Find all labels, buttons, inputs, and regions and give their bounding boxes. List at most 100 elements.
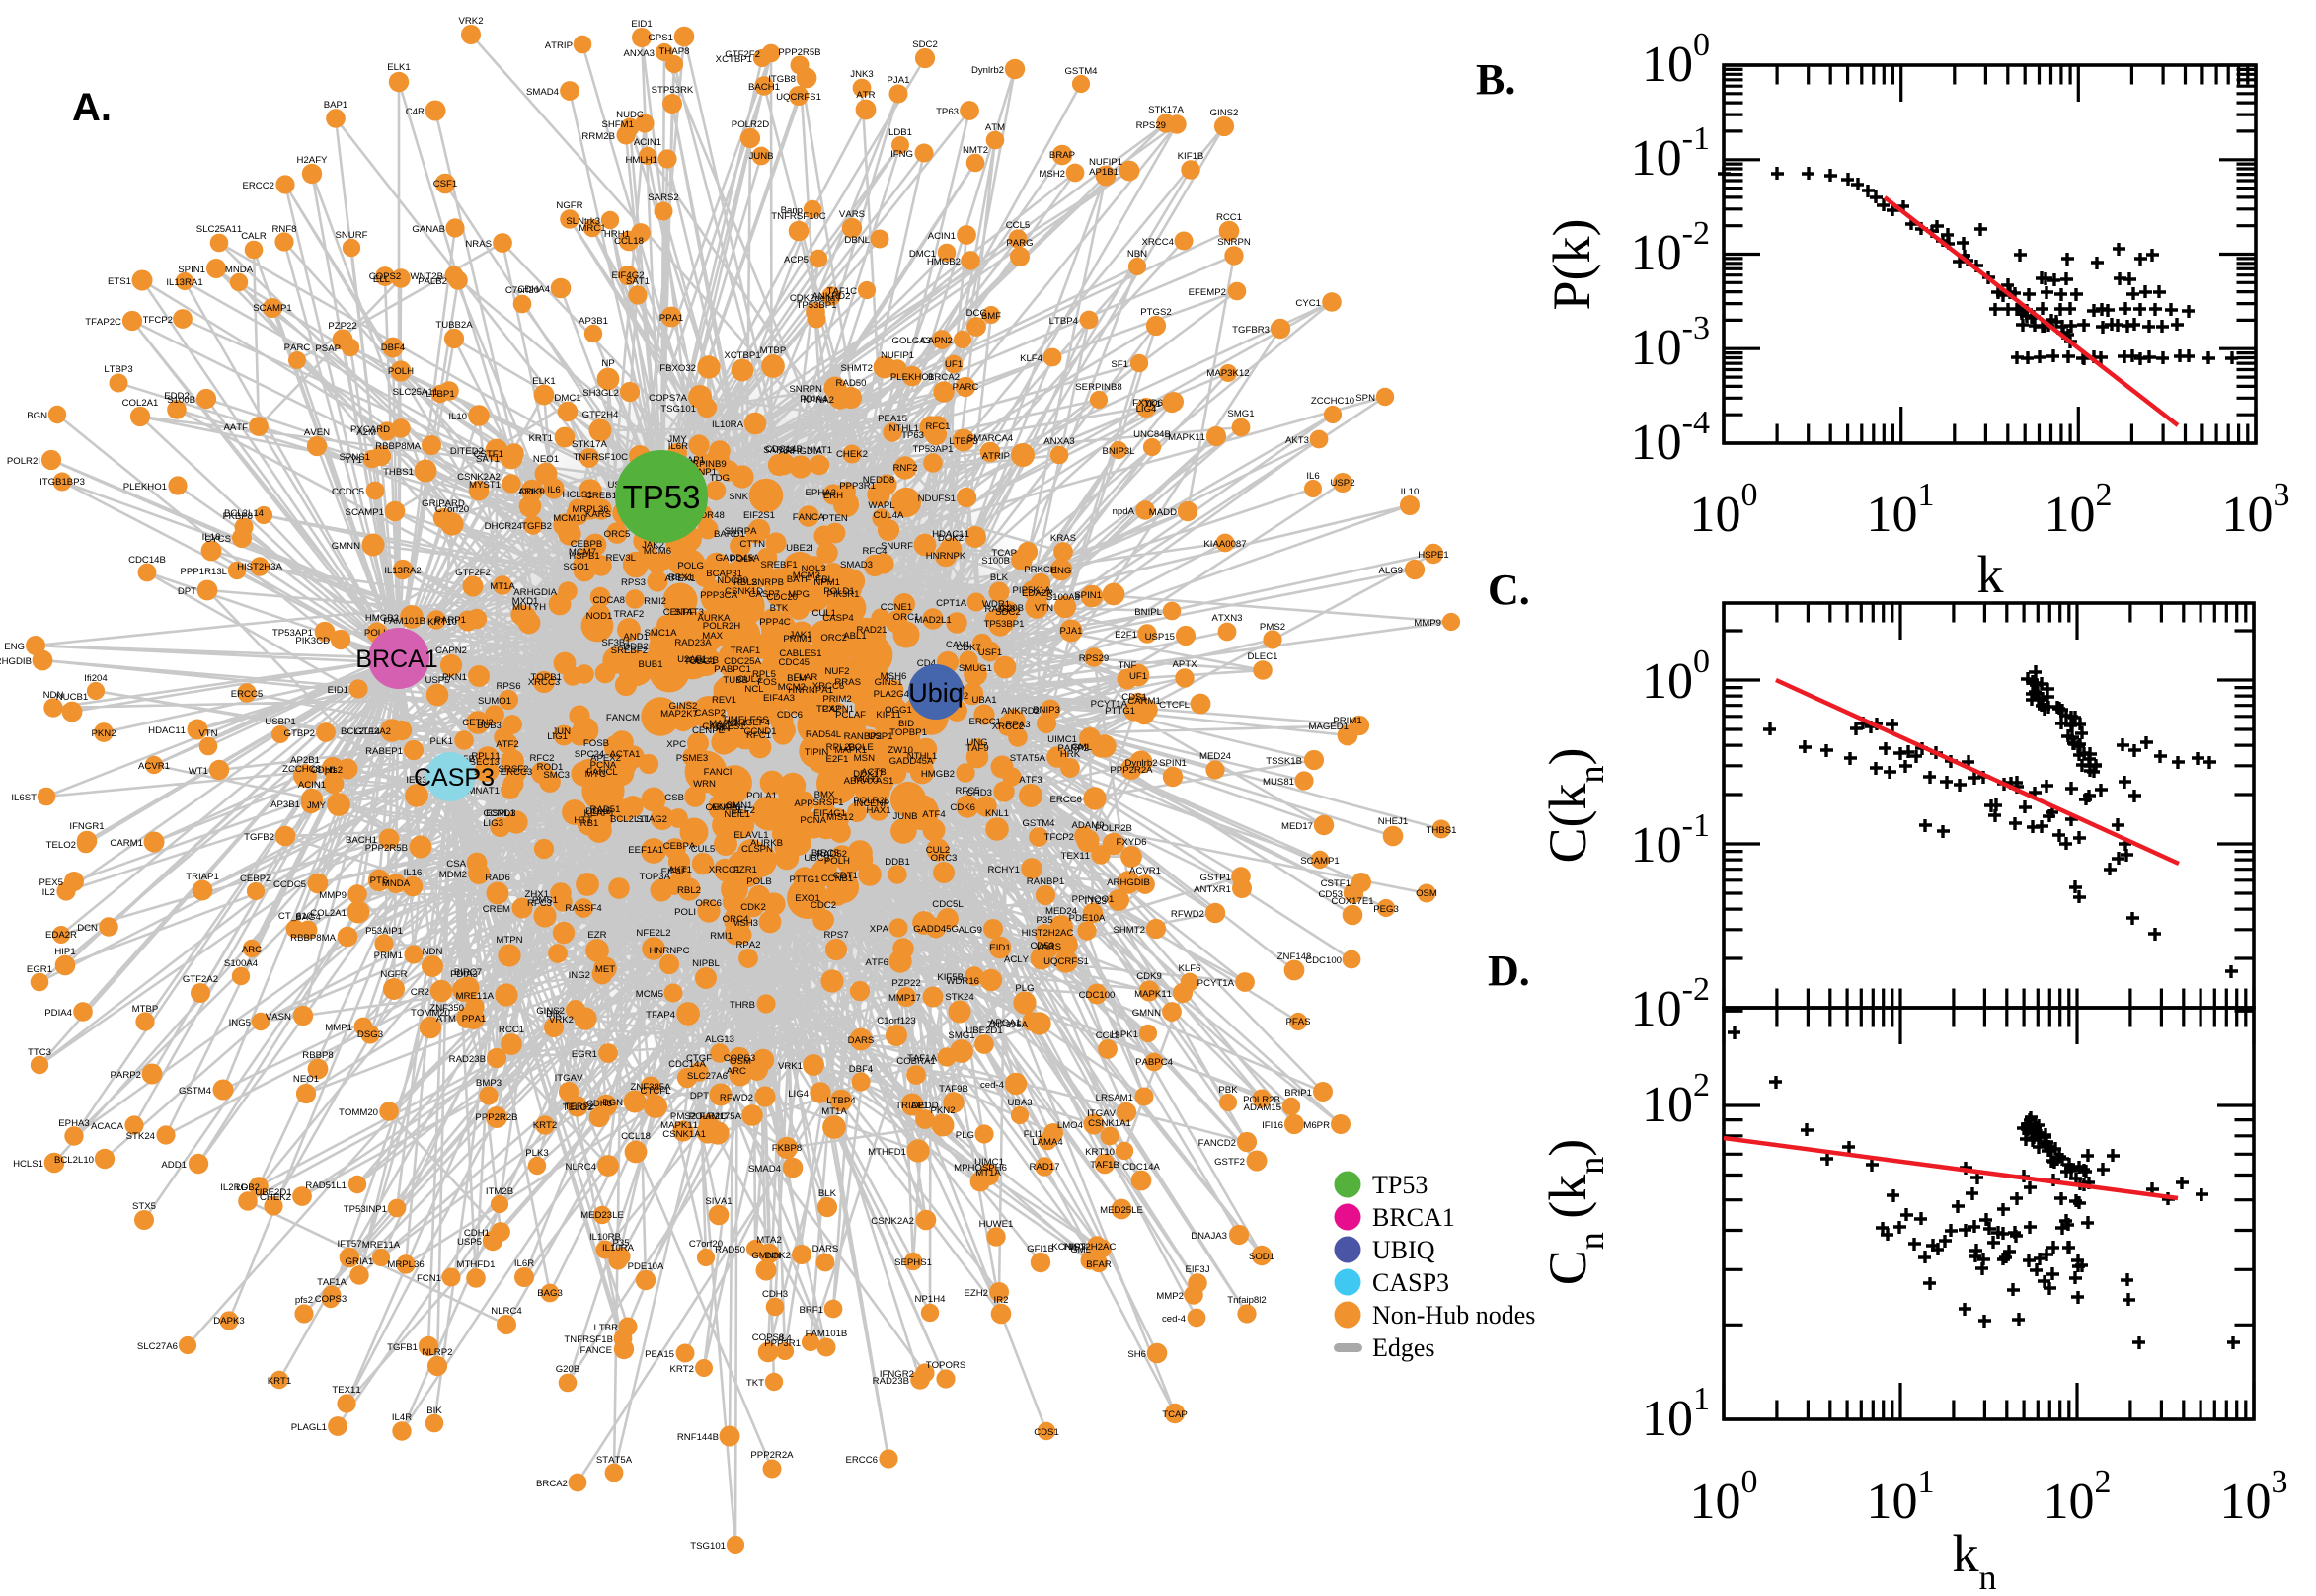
- svg-text:ETS1: ETS1: [108, 276, 131, 287]
- svg-text:GRIA1: GRIA1: [346, 1256, 374, 1267]
- svg-text:ARC: ARC: [242, 945, 262, 955]
- svg-text:LTBP3: LTBP3: [949, 436, 977, 447]
- svg-text:XPC: XPC: [666, 739, 686, 750]
- svg-text:NRAS: NRAS: [465, 239, 492, 250]
- svg-text:FAM175A: FAM175A: [699, 1111, 741, 1122]
- svg-text:UBE2I: UBE2I: [786, 543, 813, 554]
- svg-text:TGFB2: TGFB2: [244, 832, 274, 843]
- svg-text:CDC14B: CDC14B: [128, 555, 166, 566]
- svg-text:MED24: MED24: [1045, 906, 1078, 917]
- svg-text:MCM5: MCM5: [636, 989, 663, 1000]
- svg-text:CDC25A: CDC25A: [724, 656, 761, 667]
- svg-text:TAF9: TAF9: [965, 743, 988, 754]
- svg-text:KRT1: KRT1: [528, 433, 553, 444]
- svg-text:HDAC11: HDAC11: [148, 725, 186, 736]
- svg-text:EEF1A1: EEF1A1: [628, 845, 663, 856]
- svg-text:GSTM4: GSTM4: [179, 1086, 212, 1097]
- svg-text:CDK6: CDK6: [950, 802, 975, 813]
- svg-text:CTCFL: CTCFL: [1159, 700, 1191, 711]
- svg-text:TNFRSF1B: TNFRSF1B: [564, 1334, 613, 1345]
- svg-text:MRE11A: MRE11A: [362, 1240, 401, 1251]
- svg-text:IL10RA: IL10RA: [712, 419, 744, 430]
- svg-text:CDK7: CDK7: [956, 643, 981, 653]
- svg-text:MAD2L1: MAD2L1: [914, 615, 951, 626]
- svg-text:PPP2R2A: PPP2R2A: [750, 1450, 794, 1461]
- svg-text:POLG: POLG: [677, 561, 704, 571]
- svg-text:MMP17: MMP17: [888, 993, 921, 1004]
- svg-text:SMARCA4: SMARCA4: [967, 433, 1014, 444]
- svg-text:HAX1: HAX1: [866, 805, 890, 816]
- svg-text:AP1B1: AP1B1: [1089, 167, 1119, 178]
- svg-text:SMG1: SMG1: [1227, 409, 1254, 419]
- svg-text:FANCL: FANCL: [586, 767, 618, 778]
- svg-text:DNAJA3: DNAJA3: [1191, 1231, 1227, 1242]
- svg-text:TDG: TDG: [710, 473, 730, 484]
- svg-text:CR2: CR2: [411, 987, 429, 998]
- svg-text:SF1: SF1: [1111, 359, 1128, 370]
- svg-text:REV1: REV1: [712, 695, 736, 706]
- svg-text:TP53INP1: TP53INP1: [344, 1204, 387, 1215]
- svg-text:POLK: POLK: [730, 554, 755, 565]
- svg-text:MCM3: MCM3: [793, 570, 820, 581]
- svg-text:TAF1C: TAF1C: [827, 286, 857, 297]
- svg-text:BID: BID: [898, 719, 914, 729]
- svg-text:HNRNPK: HNRNPK: [926, 551, 966, 562]
- svg-text:PLG: PLG: [956, 1130, 974, 1141]
- svg-text:GTF2A2: GTF2A2: [355, 726, 391, 737]
- svg-text:pfs2: pfs2: [295, 1295, 313, 1306]
- svg-text:ORC1: ORC1: [893, 612, 920, 623]
- svg-text:RPS29: RPS29: [1136, 120, 1166, 131]
- svg-text:AATF: AATF: [223, 422, 248, 433]
- svg-text:THBS1: THBS1: [1427, 825, 1457, 836]
- svg-text:IL6R: IL6R: [514, 1258, 534, 1269]
- svg-text:GTF2F2: GTF2F2: [455, 568, 491, 578]
- svg-text:KCNIP3: KCNIP3: [1051, 1242, 1086, 1253]
- svg-text:TFAP2C: TFAP2C: [85, 317, 121, 328]
- svg-text:ORC2: ORC2: [820, 633, 847, 644]
- svg-text:HCLS1: HCLS1: [563, 490, 593, 500]
- svg-text:NDN: NDN: [423, 947, 443, 957]
- svg-text:ORC5: ORC5: [604, 529, 631, 540]
- svg-text:LTBP4: LTBP4: [1049, 316, 1079, 327]
- svg-text:WRN: WRN: [693, 779, 716, 790]
- svg-text:RMI1: RMI1: [710, 931, 733, 942]
- svg-text:RFWD2: RFWD2: [720, 1093, 753, 1103]
- svg-text:HNRNPA1: HNRNPA1: [788, 685, 833, 696]
- svg-text:XRCC3: XRCC3: [528, 677, 561, 688]
- svg-text:PMS1: PMS1: [532, 895, 558, 906]
- svg-text:CASP3: CASP3: [414, 764, 495, 792]
- svg-text:ING2: ING2: [569, 970, 590, 981]
- svg-text:TP53BP1: TP53BP1: [983, 619, 1024, 630]
- svg-text:ERCC6: ERCC6: [845, 1455, 878, 1466]
- svg-text:POLA1: POLA1: [746, 791, 777, 801]
- svg-text:TEX11: TEX11: [1061, 851, 1090, 862]
- svg-text:PCNA: PCNA: [800, 815, 826, 826]
- svg-text:ITGAV: ITGAV: [1087, 1108, 1116, 1119]
- svg-text:ERCC6: ERCC6: [1049, 795, 1082, 805]
- svg-text:PPP3R1: PPP3R1: [839, 481, 876, 492]
- svg-text:CDH3: CDH3: [586, 1099, 612, 1109]
- svg-text:CDC14B: CDC14B: [765, 444, 803, 455]
- svg-text:ANKRD2: ANKRD2: [1001, 706, 1040, 717]
- svg-text:CCL18: CCL18: [621, 1131, 651, 1142]
- svg-text:RAD18: RAD18: [985, 604, 1016, 615]
- svg-text:RNF144B: RNF144B: [677, 1432, 719, 1443]
- svg-text:P53AIP1: P53AIP1: [365, 926, 403, 937]
- svg-text:LTBR: LTBR: [593, 1323, 618, 1333]
- svg-text:TP53: TP53: [623, 479, 701, 515]
- svg-text:RAD23B: RAD23B: [873, 1376, 909, 1387]
- svg-text:SMG1: SMG1: [948, 1030, 974, 1041]
- svg-text:CTGF: CTGF: [686, 1053, 712, 1064]
- svg-text:EEF2: EEF2: [732, 805, 755, 816]
- svg-text:RFC1: RFC1: [925, 421, 950, 432]
- svg-text:CDC100: CDC100: [1079, 990, 1116, 1001]
- svg-text:RNF8: RNF8: [271, 224, 296, 235]
- svg-text:RFWD2: RFWD2: [1171, 909, 1204, 920]
- svg-text:MTHFD1: MTHFD1: [868, 1147, 906, 1158]
- svg-text:GML: GML: [1071, 742, 1092, 753]
- svg-text:GTF2F2: GTF2F2: [725, 49, 760, 60]
- svg-text:PKN2: PKN2: [930, 1105, 955, 1116]
- svg-text:CCND1: CCND1: [743, 726, 776, 737]
- svg-text:ADAM9: ADAM9: [1071, 820, 1104, 831]
- svg-text:CDT1: CDT1: [833, 871, 858, 881]
